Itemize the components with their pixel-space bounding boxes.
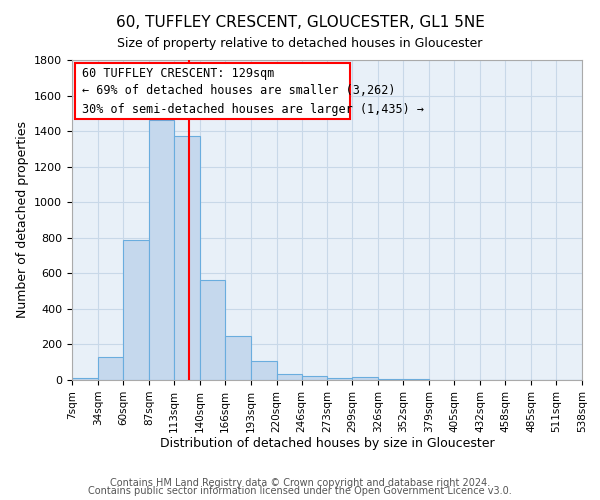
Text: Contains HM Land Registry data © Crown copyright and database right 2024.: Contains HM Land Registry data © Crown c… (110, 478, 490, 488)
Text: 60, TUFFLEY CRESCENT, GLOUCESTER, GL1 5NE: 60, TUFFLEY CRESCENT, GLOUCESTER, GL1 5N… (116, 15, 484, 30)
Bar (200, 280, 225, 380)
Bar (302, 376, 328, 380)
Bar (225, 336, 251, 380)
Bar (403, 379, 429, 380)
Bar (251, 362, 277, 380)
Bar (72, 378, 98, 380)
Text: Contains public sector information licensed under the Open Government Licence v3: Contains public sector information licen… (88, 486, 512, 496)
Bar (149, 120, 174, 380)
Text: 60 TUFFLEY CRESCENT: 129sqm
← 69% of detached houses are smaller (3,262)
30% of : 60 TUFFLEY CRESCENT: 129sqm ← 69% of det… (82, 66, 424, 116)
Bar (379, 379, 403, 380)
X-axis label: Distribution of detached houses by size in Gloucester: Distribution of detached houses by size … (160, 438, 494, 450)
Bar (352, 378, 379, 380)
Bar (98, 357, 123, 380)
Y-axis label: Number of detached properties: Number of detached properties (16, 122, 29, 318)
Bar (328, 378, 352, 380)
Text: Size of property relative to detached houses in Gloucester: Size of property relative to detached ho… (118, 38, 482, 51)
Bar (277, 374, 302, 380)
Bar (123, 240, 149, 380)
Bar (174, 136, 200, 380)
